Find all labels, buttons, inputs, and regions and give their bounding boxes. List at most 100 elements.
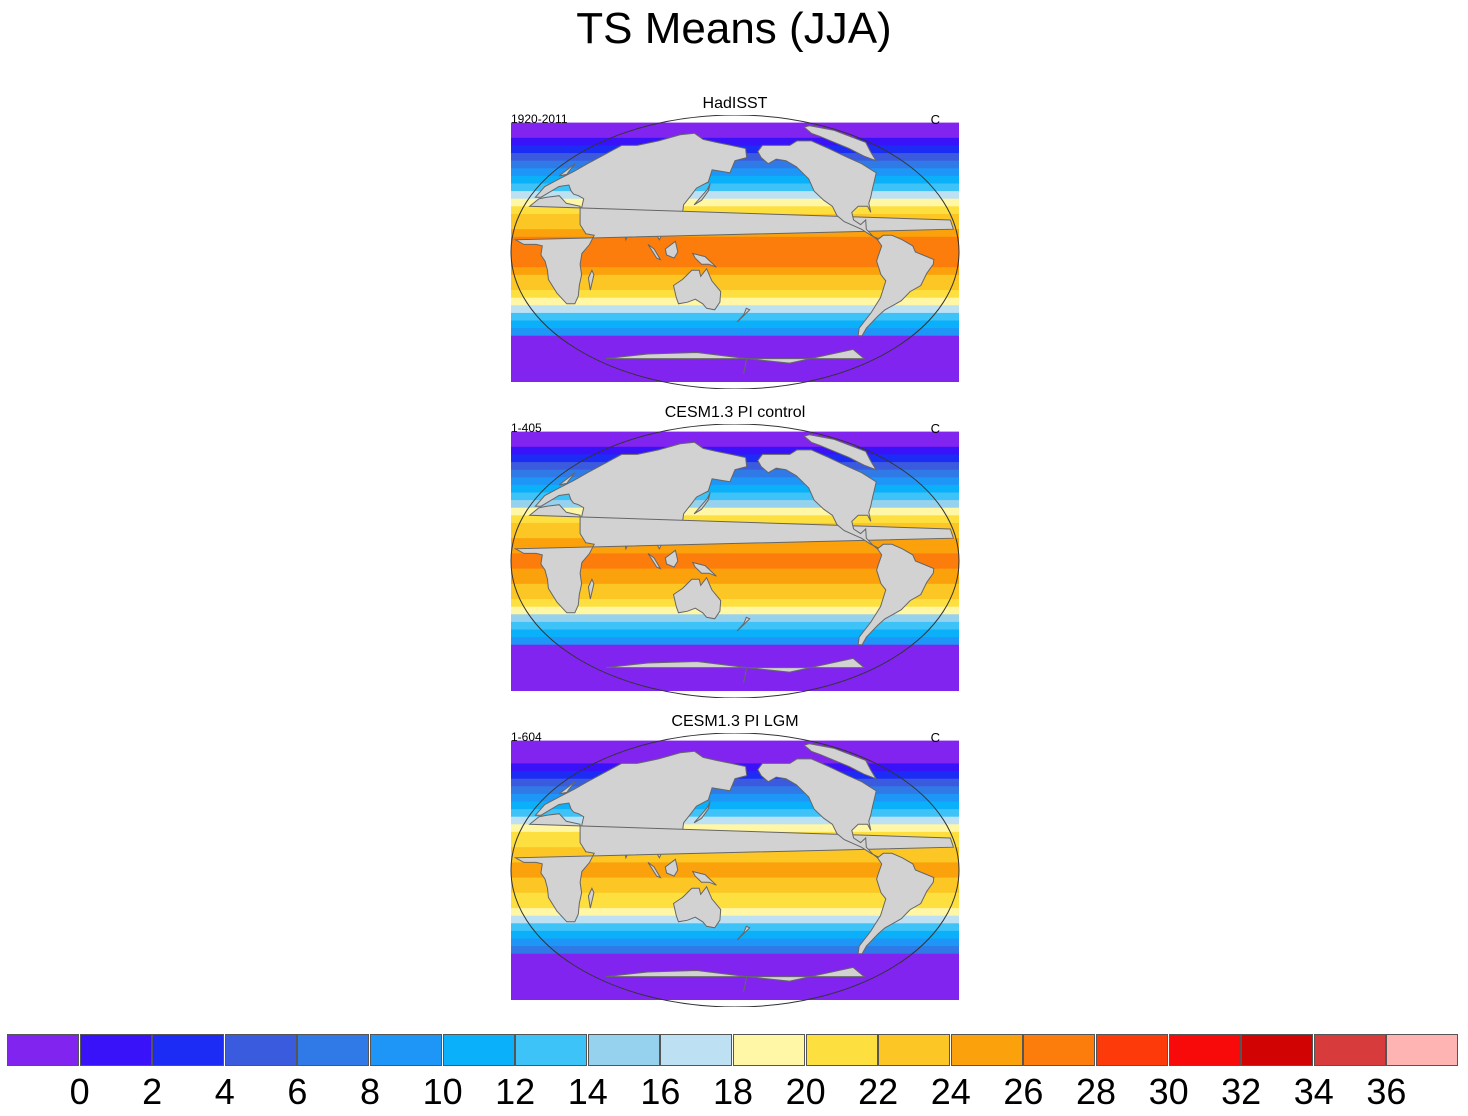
land-polygon	[693, 801, 711, 824]
sst-band	[511, 290, 959, 299]
sst-band	[511, 652, 959, 661]
sst-band	[511, 320, 959, 329]
sst-band	[511, 816, 959, 825]
sst-band	[511, 930, 959, 940]
land-polygon	[672, 576, 722, 620]
land-polygon	[857, 543, 935, 646]
sst-band	[511, 446, 959, 455]
colorbar-tick-label: 0	[69, 1071, 90, 1112]
colorbar-tick-label: 18	[712, 1071, 754, 1112]
sst-band	[511, 908, 959, 917]
land-polygon	[605, 348, 866, 374]
land-polygon	[736, 925, 751, 941]
panel-title: HadISST	[702, 95, 768, 112]
colorbar-box	[1386, 1034, 1459, 1066]
sst-band	[511, 870, 959, 879]
sst-band	[511, 877, 959, 886]
colorbar-tick-label: 22	[858, 1071, 899, 1112]
colorbar-tick-label: 2	[142, 1071, 163, 1112]
map-panel-control: CESM1.3 PI control 1-405 C	[505, 404, 965, 704]
map-outline	[510, 733, 960, 1007]
sst-band	[511, 659, 959, 669]
sst-band	[511, 366, 959, 375]
panel-period-label: 1920-2011	[511, 112, 568, 126]
panel-period-label: 1-405	[511, 421, 542, 435]
colorbar-tick-label: 34	[1293, 1071, 1334, 1112]
sst-band	[511, 824, 959, 833]
land-polygon	[647, 244, 662, 261]
colorbar-box	[370, 1034, 442, 1066]
colorbar-box	[7, 1034, 79, 1066]
land-polygon	[803, 125, 878, 162]
colorbar-tick-label: 20	[785, 1071, 826, 1112]
colorbar-box	[1313, 1034, 1386, 1066]
land-polygon	[857, 234, 935, 337]
sst-band	[511, 500, 959, 509]
sst-band	[511, 923, 959, 932]
colorbar-box	[660, 1034, 733, 1066]
sst-band	[511, 667, 959, 676]
colorbar-box	[1168, 1034, 1241, 1066]
colorbar-box	[224, 1034, 297, 1066]
colorbar-tick-label: 6	[287, 1071, 308, 1112]
sst-band	[511, 606, 959, 615]
sst-band	[511, 297, 959, 306]
sst-band	[511, 259, 959, 268]
sst-band	[511, 801, 959, 810]
map-outline	[510, 424, 960, 698]
colorbar	[7, 1034, 1459, 1068]
sst-band	[511, 614, 959, 623]
sst-band	[511, 991, 959, 1000]
colorbar-box	[1096, 1034, 1168, 1066]
land-polygon	[691, 561, 717, 577]
colorbar-box	[587, 1034, 660, 1066]
sst-band	[511, 439, 959, 448]
land-polygon	[558, 163, 576, 177]
sst-band	[511, 282, 959, 291]
colorbar-box	[733, 1034, 805, 1066]
sst-band	[511, 900, 959, 909]
sst-band	[511, 198, 959, 207]
sst-band	[511, 328, 959, 337]
map-control	[510, 424, 960, 698]
land-polygon	[691, 252, 717, 268]
sst-band	[511, 637, 959, 646]
sst-band	[511, 244, 959, 253]
land-polygon	[757, 449, 881, 550]
land-polygon	[693, 492, 711, 515]
colorbar-tick-label: 8	[359, 1071, 381, 1112]
colorbar-box	[805, 1034, 878, 1066]
land-polygon	[757, 758, 881, 859]
sst-band	[511, 953, 959, 962]
sst-band	[511, 968, 959, 978]
colorbar-tick-label: 4	[214, 1071, 235, 1112]
land-polygon	[605, 657, 866, 683]
colorbar-box	[1241, 1034, 1314, 1066]
sst-band	[511, 915, 959, 924]
sst-band	[511, 938, 959, 947]
sst-band	[511, 175, 959, 185]
land-polygon	[736, 307, 751, 323]
figure-title: TS Means (JJA)	[576, 4, 892, 53]
sst-band	[511, 343, 959, 352]
land-polygon	[587, 887, 595, 909]
land-polygon	[664, 858, 679, 877]
sst-band	[511, 431, 959, 440]
sst-band	[511, 515, 959, 524]
colorbar-tick-label: 24	[930, 1071, 971, 1112]
sst-band	[511, 629, 959, 638]
colorbar-tick-label: 26	[1003, 1071, 1044, 1112]
land-polygon	[647, 553, 662, 570]
sst-band	[511, 507, 959, 516]
colorbar-box	[442, 1034, 515, 1066]
land-polygon	[647, 862, 662, 879]
colorbar-tick-label: 36	[1366, 1071, 1407, 1112]
land-polygon	[513, 195, 955, 305]
sst-band	[511, 854, 959, 863]
sst-band	[511, 122, 959, 131]
colorbar-tick-label: 14	[567, 1071, 608, 1112]
sst-band	[511, 885, 959, 894]
sst-band	[511, 545, 959, 554]
sst-band	[511, 793, 959, 803]
sst-band	[511, 350, 959, 360]
